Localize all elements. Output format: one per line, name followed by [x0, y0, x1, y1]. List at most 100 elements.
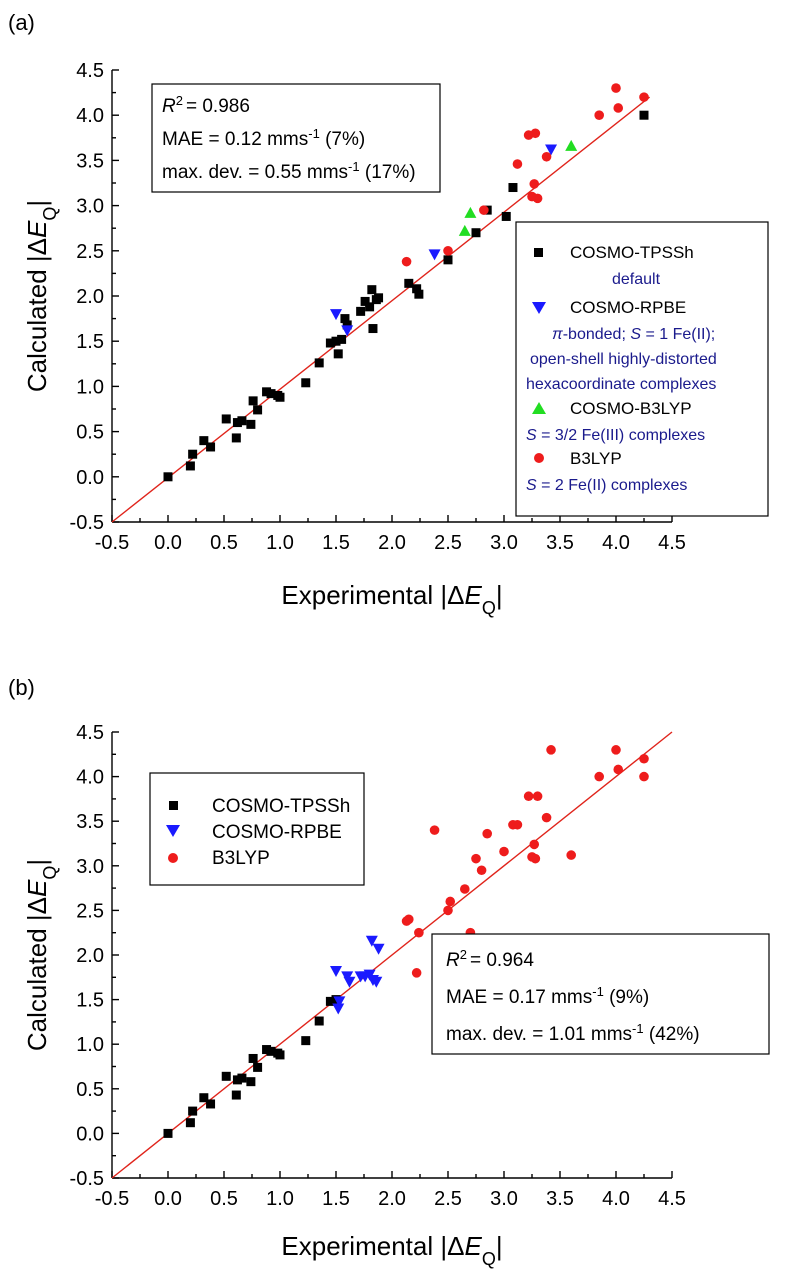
point-b-b3lyp-12	[499, 846, 509, 857]
panel-a-stats-box: R2 = 0.986 MAE = 0.12 mms-1 (7%) max. dev…	[151, 83, 441, 193]
point-b-cosmo-rpbe-2	[333, 996, 346, 1008]
point-b-cosmo-rpbe-4	[343, 976, 356, 988]
point-a-b3lyp-2	[479, 205, 489, 215]
panel-b-mae-pct: (9%)	[604, 987, 649, 1008]
legend-a-b3lyp-cosmo-marker	[532, 402, 546, 414]
legend-a-rpbe-label: COSMO-RPBE	[570, 298, 686, 317]
panel-b-r2-sup: 2	[460, 947, 467, 962]
y-tick-label: -0.5	[70, 1168, 104, 1190]
point-a-cosmo-b3lyp-0	[458, 224, 471, 236]
point-a-cosmo-tpssh-20	[333, 349, 343, 359]
legend-b-tpssh-label: COSMO-TPSSh	[212, 796, 350, 817]
point-a-cosmo-tpssh-26	[365, 302, 375, 312]
point-b-cosmo-tpssh-1	[185, 1118, 195, 1128]
y-tick-label: 3.0	[76, 196, 104, 218]
point-a-b3lyp-0	[401, 256, 412, 267]
y-tick-label: 0.0	[76, 467, 104, 489]
panel-b-mae-sup: -1	[592, 984, 604, 999]
point-b-cosmo-tpssh-8	[237, 1073, 247, 1083]
point-a-cosmo-tpssh-32	[412, 284, 422, 294]
x-tick-label: 3.0	[490, 532, 518, 554]
point-b-b3lyp-2	[411, 968, 422, 978]
point-b-b3lyp-21	[546, 745, 556, 755]
panel-b-r2-symbol: R	[446, 950, 460, 971]
y-tick-label: 1.5	[76, 990, 104, 1012]
point-a-cosmo-rpbe-1	[341, 325, 354, 337]
panel-a-mae-value: MAE = 0.12 mms	[162, 129, 308, 150]
legend-a-b3lyp-text: = 2 Fe(II) complexes	[537, 477, 688, 494]
panel-a-maxdev: max. dev. = 0.55 mms-1 (17%)	[162, 159, 416, 184]
panel-b-fit-line	[111, 731, 673, 1179]
x-tick-label: 1.0	[266, 1188, 294, 1210]
legend-a-rpbe-note-2: open-shell highly-distorted	[530, 351, 717, 368]
panel-a-stats-frame	[151, 83, 441, 193]
point-b-b3lyp-14	[512, 819, 523, 830]
point-a-cosmo-tpssh-2	[188, 449, 198, 459]
legend-b-rpbe-marker	[166, 825, 180, 837]
legend-a-cosmo-b3lyp-s: S	[526, 427, 537, 444]
x-tick-label: 2.0	[378, 532, 406, 554]
point-a-cosmo-rpbe-0	[330, 309, 342, 321]
point-a-cosmo-tpssh-17	[314, 358, 324, 368]
panel-a-y-title-q: Q	[40, 207, 60, 221]
point-a-cosmo-tpssh-33	[414, 289, 424, 299]
panel-b-y-title-q: Q	[40, 866, 60, 880]
panel-b-marks	[163, 745, 649, 1138]
y-tick-label: 0.0	[76, 1123, 104, 1145]
panel-b-y-title: Calculated |ΔEQ|	[22, 859, 60, 1051]
point-b-b3lyp-9	[471, 853, 481, 864]
point-b-b3lyp-6	[445, 896, 456, 907]
point-b-b3lyp-23	[594, 771, 604, 782]
point-a-cosmo-tpssh-28	[368, 324, 378, 334]
point-a-b3lyp-8	[529, 179, 540, 189]
legend-a-tpssh-marker	[534, 248, 543, 257]
panel-a-marks	[163, 83, 649, 482]
x-tick-label: 0.0	[154, 532, 182, 554]
y-tick-label: 1.0	[76, 376, 104, 398]
point-b-cosmo-tpssh-17	[314, 1016, 324, 1026]
point-a-cosmo-tpssh-0	[163, 472, 173, 482]
point-b-cosmo-tpssh-9	[246, 1077, 256, 1087]
panel-a-fit-line	[111, 96, 651, 523]
y-tick-label: 0.5	[76, 1079, 104, 1101]
point-a-cosmo-tpssh-39	[639, 110, 649, 120]
panel-b-axes: -0.5 0.0 0.5 1.0 1.5 2.0 2.5 3.0 3.5 4.0 4.5 -0.5 0…	[70, 722, 686, 1210]
panel-a-y-ticks: -0.5 0.0 0.5 1.0 1.5 2.0 2.5 3.0 3.5 4.0 4.5	[70, 60, 119, 534]
panel-b-y-ticks: -0.5 0.0 0.5 1.0 1.5 2.0 2.5 3.0 3.5 4.0 4.5	[70, 722, 119, 1190]
point-a-cosmo-tpssh-25	[360, 296, 370, 306]
x-tick-label: 2.5	[434, 532, 462, 554]
panel-a-x-title-e: E	[464, 580, 482, 610]
point-b-b3lyp-19	[532, 791, 543, 802]
panel-a-y-title: Calculated |ΔEQ|	[22, 200, 60, 392]
point-a-cosmo-tpssh-23	[342, 320, 352, 330]
legend-b-tpssh-marker	[169, 801, 178, 810]
panel-a-legend: COSMO-TPSSh default COSMO-RPBE π-bonded;…	[515, 221, 769, 517]
y-tick-label: 2.0	[76, 286, 104, 308]
point-a-b3lyp-9	[541, 151, 552, 162]
point-b-cosmo-tpssh-18	[325, 996, 335, 1006]
point-b-cosmo-tpssh-4	[206, 1099, 216, 1109]
panel-a-label: (a)	[8, 10, 35, 35]
x-tick-label: 2.0	[378, 1188, 406, 1210]
x-tick-label: 1.5	[322, 1188, 350, 1210]
y-tick-label: 2.5	[76, 241, 104, 263]
point-a-cosmo-tpssh-11	[253, 405, 263, 415]
x-tick-label: 4.5	[658, 532, 686, 554]
panel-b-mae-value: MAE = 0.17 mms	[446, 987, 592, 1008]
y-tick-label: 2.0	[76, 945, 104, 967]
point-b-cosmo-tpssh-15	[275, 1050, 285, 1060]
panel-b-x-ticks: -0.5 0.0 0.5 1.0 1.5 2.0 2.5 3.0 3.5 4.0 4.5	[95, 1171, 686, 1210]
panel-b-maxdev-sup: -1	[632, 1021, 644, 1036]
y-tick-label: 1.0	[76, 1034, 104, 1056]
point-b-b3lyp-10	[476, 865, 487, 876]
point-b-cosmo-rpbe-1	[332, 1003, 345, 1015]
point-a-cosmo-tpssh-1	[185, 461, 195, 471]
point-a-b3lyp-7	[527, 191, 537, 202]
point-a-cosmo-tpssh-19	[331, 336, 341, 346]
legend-b-b3lyp-label: B3LYP	[212, 848, 270, 869]
y-tick-label: 4.0	[76, 105, 104, 127]
x-tick-label: 0.5	[210, 1188, 238, 1210]
point-a-cosmo-tpssh-16	[301, 378, 311, 388]
point-b-b3lyp-1	[404, 914, 414, 925]
point-a-cosmo-tpssh-37	[501, 211, 511, 221]
